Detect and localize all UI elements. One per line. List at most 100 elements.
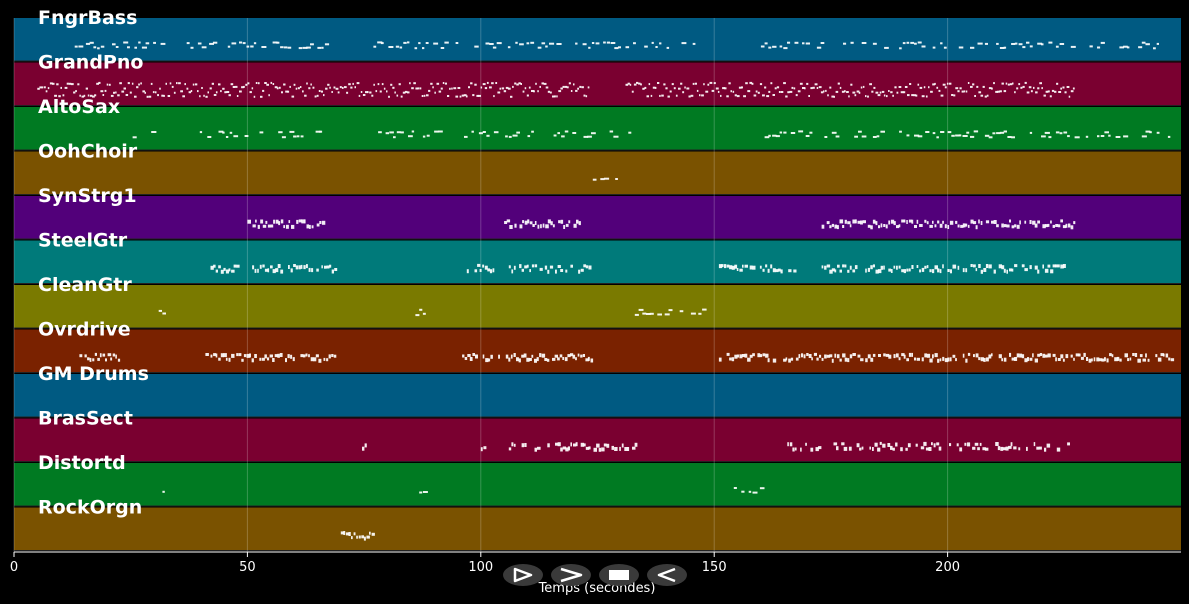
note-mark <box>1067 442 1070 446</box>
note-mark <box>41 86 43 89</box>
note-mark <box>729 265 733 270</box>
note-mark <box>550 221 553 226</box>
note-mark <box>978 357 981 361</box>
note-mark <box>873 86 876 89</box>
note-mark <box>1034 223 1038 228</box>
note-mark <box>1016 87 1019 90</box>
note-mark <box>974 95 976 97</box>
note-mark <box>876 135 880 138</box>
note-mark <box>636 81 639 84</box>
note-mark <box>775 135 780 138</box>
tick-label: 200 <box>935 560 960 575</box>
note-mark <box>1080 356 1084 360</box>
note-mark <box>991 87 993 90</box>
note-mark <box>1042 264 1044 269</box>
note-mark <box>186 87 189 90</box>
note-mark <box>1032 220 1036 225</box>
note-mark <box>587 356 590 361</box>
note-mark <box>257 82 260 85</box>
note-mark <box>955 87 959 90</box>
note-mark <box>917 135 923 138</box>
note-mark <box>585 265 589 269</box>
note-mark <box>127 82 130 85</box>
note-mark <box>155 91 157 94</box>
note-mark <box>842 264 845 268</box>
stop-icon <box>609 570 629 580</box>
note-mark <box>890 445 893 450</box>
track-row <box>14 151 1181 194</box>
note-mark <box>932 269 935 274</box>
note-mark <box>279 353 283 357</box>
note-mark <box>1044 447 1047 452</box>
note-mark <box>970 264 973 267</box>
note-mark <box>289 85 291 88</box>
note-mark <box>1066 86 1070 88</box>
play-button[interactable] <box>503 564 543 586</box>
note-mark <box>883 353 886 357</box>
note-mark <box>138 41 141 44</box>
note-mark <box>932 220 934 224</box>
note-mark <box>489 86 492 89</box>
note-mark <box>910 41 914 44</box>
note-mark <box>504 221 508 224</box>
note-mark <box>1063 131 1068 134</box>
note-mark <box>468 86 470 89</box>
note-mark <box>557 442 561 447</box>
note-mark <box>825 89 827 92</box>
note-mark <box>70 83 74 86</box>
note-mark <box>482 83 486 86</box>
note-mark <box>215 269 218 273</box>
note-mark <box>369 531 371 535</box>
note-mark <box>434 130 439 133</box>
note-mark <box>805 135 810 137</box>
rewind-button[interactable] <box>647 564 687 586</box>
note-mark <box>933 443 936 448</box>
stop-button[interactable] <box>599 564 639 586</box>
note-mark <box>299 86 302 88</box>
note-mark <box>872 42 877 45</box>
note-mark <box>1003 268 1006 273</box>
note-mark <box>852 269 856 273</box>
note-mark <box>526 94 529 97</box>
note-mark <box>426 94 429 97</box>
note-mark <box>982 447 986 451</box>
note-mark <box>157 94 159 97</box>
note-mark <box>865 268 867 273</box>
note-mark <box>720 94 722 97</box>
note-mark <box>1008 445 1012 449</box>
note-mark <box>524 220 528 225</box>
note-mark <box>789 90 793 93</box>
fast-forward-button[interactable] <box>551 564 591 586</box>
note-mark <box>901 269 904 273</box>
note-mark <box>951 134 955 137</box>
note-mark <box>821 265 824 269</box>
note-mark <box>573 443 577 447</box>
note-mark <box>438 90 442 93</box>
note-mark <box>1057 358 1061 361</box>
note-mark <box>872 264 875 268</box>
note-mark <box>361 535 364 539</box>
note-mark <box>667 95 670 98</box>
note-mark <box>975 268 978 272</box>
note-mark <box>400 131 404 134</box>
note-mark <box>328 354 331 359</box>
note-mark <box>505 354 509 359</box>
note-mark <box>306 46 311 49</box>
note-mark <box>996 132 1001 135</box>
note-mark <box>833 442 838 446</box>
note-mark <box>557 132 560 135</box>
note-mark <box>1006 269 1008 274</box>
note-mark <box>252 224 256 228</box>
note-mark <box>238 353 242 357</box>
note-mark <box>310 83 312 86</box>
note-mark <box>1041 87 1043 90</box>
note-mark <box>749 354 753 358</box>
note-mark <box>585 95 588 98</box>
note-mark <box>562 446 566 450</box>
note-mark <box>378 131 382 134</box>
note-mark <box>106 83 109 86</box>
note-mark <box>1116 356 1120 361</box>
note-mark <box>1048 136 1052 139</box>
note-mark <box>192 83 195 86</box>
note-mark <box>444 82 447 85</box>
